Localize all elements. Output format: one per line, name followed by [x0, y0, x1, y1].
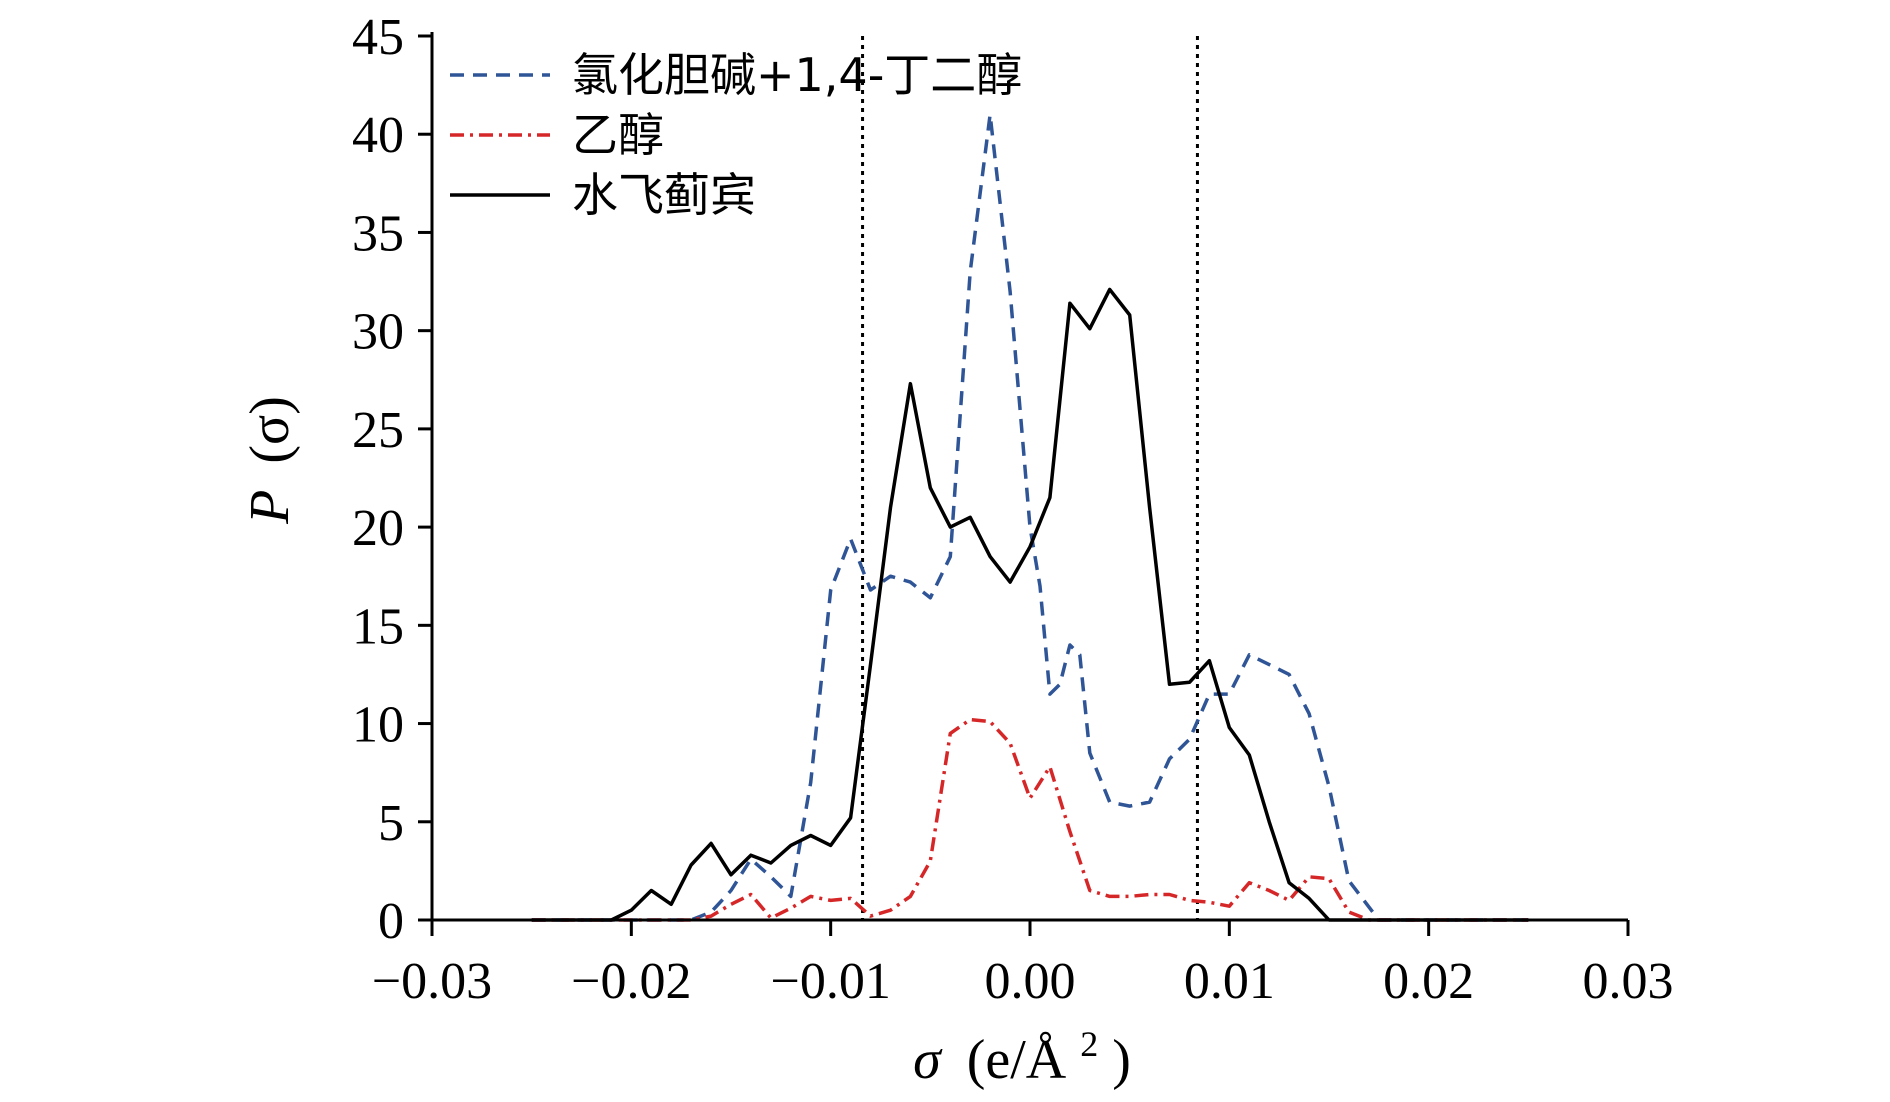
- legend-label-1: 氯化胆碱+1,4-丁二醇: [572, 48, 1022, 102]
- y-tick-label-2: 5: [378, 795, 404, 852]
- y-axis-title-symbol: P: [239, 490, 301, 525]
- x-tick-label-3: −0.01: [771, 953, 891, 1010]
- y-tick-label-9: 40: [352, 107, 404, 164]
- x-tick-label-7: 0.03: [1583, 953, 1674, 1010]
- reference-lines: [861, 36, 1199, 920]
- x-axis-title-symbol: σ: [913, 1029, 943, 1091]
- axes: [430, 32, 1628, 922]
- x-axis-title-close: ): [1112, 1029, 1131, 1091]
- y-tick-label-7: 30: [352, 304, 404, 361]
- x-tick-label-6: 0.02: [1383, 953, 1474, 1010]
- series-line-2: [531, 717, 1529, 922]
- x-tick-label-4: 0.00: [985, 953, 1076, 1010]
- y-tick-label-3: 10: [352, 697, 404, 754]
- series-lines: [531, 112, 1529, 922]
- x-tick-label-2: −0.02: [571, 953, 691, 1010]
- y-tick-label-8: 35: [352, 205, 404, 262]
- y-axis-title: P (σ): [239, 396, 301, 525]
- x-axis-title: σ (e/Å 2 ): [913, 1007, 1131, 1091]
- y-tick-label-5: 20: [352, 500, 404, 557]
- y-axis-title-paren: (σ): [239, 396, 301, 463]
- legend-label-2: 乙醇: [572, 108, 664, 162]
- y-tick-label-1: 0: [378, 893, 404, 950]
- series-line-3: [531, 287, 1529, 922]
- series-line-1: [531, 112, 1529, 922]
- x-axis-title-unit: (e/Å: [967, 1029, 1067, 1091]
- x-tick-label-1: −0.03: [372, 953, 492, 1010]
- axis-ticks: −0.03 −0.02 −0.01 0.00 0.01 0.02 0.03 0 5 10 15 20 2…: [352, 9, 1674, 1010]
- legend-label-3: 水飞蓟宾: [572, 168, 756, 222]
- x-tick-label-5: 0.01: [1184, 953, 1275, 1010]
- y-tick-label-4: 15: [352, 598, 404, 655]
- x-axis-title-superscript: 2: [1080, 1024, 1098, 1064]
- y-tick-label-6: 25: [352, 402, 404, 459]
- y-tick-label-10: 45: [352, 9, 404, 66]
